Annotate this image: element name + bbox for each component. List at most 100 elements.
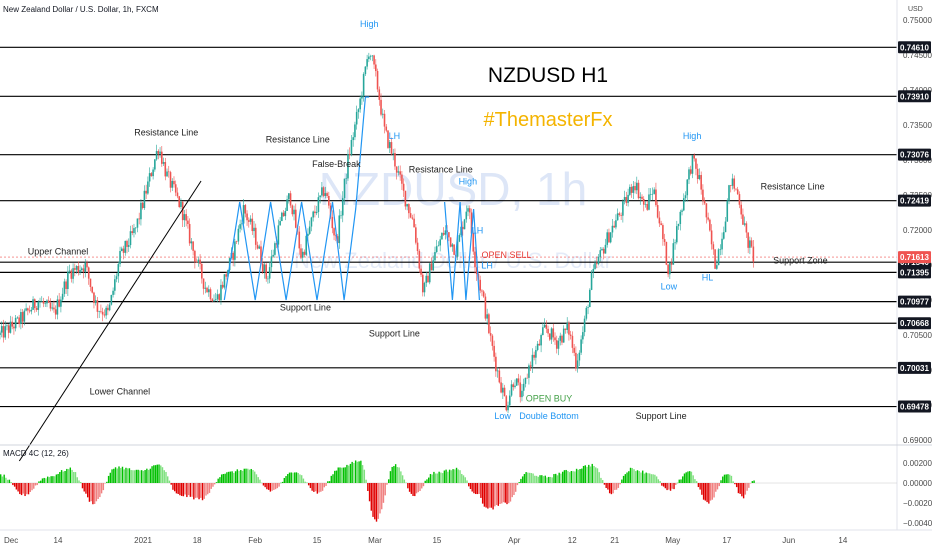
candle-body — [253, 227, 255, 232]
annotation-label: Support Line — [280, 303, 331, 313]
annotation-label: Low — [494, 411, 511, 421]
candle-body — [369, 56, 372, 57]
macd-bar — [97, 483, 99, 499]
time-tick-label: 12 — [568, 536, 577, 545]
candle-body — [696, 168, 699, 180]
price-tag — [898, 90, 931, 103]
macd-bar — [387, 479, 390, 483]
candle-body — [333, 228, 335, 236]
candle-body — [364, 66, 367, 75]
candle-body — [397, 171, 400, 173]
macd-bar — [603, 483, 606, 485]
macd-bar — [127, 468, 129, 483]
candle-body — [441, 233, 443, 240]
candle-body — [321, 187, 323, 196]
macd-bar — [69, 467, 71, 483]
macd-bar — [74, 472, 77, 483]
candle-body — [162, 162, 165, 164]
candle-body — [338, 215, 341, 244]
macd-bar — [654, 474, 656, 483]
candle-body — [437, 245, 440, 247]
macd-bar — [198, 483, 200, 500]
macd-bar — [241, 470, 244, 483]
candle-body — [30, 309, 33, 312]
price-tick-label: 0.75000 — [903, 16, 932, 25]
candle-body — [65, 281, 67, 290]
candle-body — [641, 196, 643, 199]
macd-bar — [715, 483, 717, 492]
annotation-label: Support Zone — [773, 256, 828, 266]
macd-bar — [262, 483, 265, 486]
candle-body — [103, 314, 106, 316]
macd-bar — [461, 473, 463, 483]
candle-body — [207, 289, 210, 293]
candle-body — [682, 198, 685, 211]
candle-body — [28, 310, 31, 312]
macd-bar — [113, 468, 115, 483]
macd-bar — [353, 462, 355, 483]
candle-body — [475, 267, 478, 275]
candle-body — [20, 312, 22, 324]
candle-body — [672, 243, 675, 265]
macd-bar — [727, 474, 729, 483]
candle-body — [642, 198, 645, 205]
macd-bar — [396, 467, 399, 483]
candle-body — [183, 214, 186, 221]
candle-body — [79, 270, 81, 273]
candle-body — [705, 203, 708, 218]
candle-body — [470, 212, 473, 234]
time-tick-label: 18 — [193, 536, 202, 545]
candle-body — [542, 327, 544, 336]
macd-bar — [520, 478, 522, 483]
macd-bar — [313, 483, 315, 492]
macd-bar — [615, 483, 618, 490]
macd-bar — [227, 471, 230, 483]
candle-body — [192, 241, 194, 251]
candle-body — [263, 264, 266, 272]
candle-body — [533, 354, 535, 358]
candle-body — [695, 158, 697, 169]
macd-bar — [135, 469, 138, 483]
price-tag — [898, 361, 931, 374]
macd-bar — [60, 470, 63, 483]
candle-body — [211, 299, 214, 302]
candle-body — [524, 377, 527, 384]
macd-bar — [394, 464, 397, 483]
candle-body — [729, 185, 732, 186]
candle-body — [291, 205, 294, 215]
candle-body — [383, 113, 386, 127]
candle-body — [658, 217, 661, 224]
candle-body — [33, 299, 36, 309]
macd-bar — [591, 463, 593, 483]
macd-bar — [53, 476, 56, 483]
time-tick-label: Apr — [508, 536, 521, 545]
time-tick-label: 21 — [610, 536, 619, 545]
macd-bar — [582, 465, 585, 483]
candle-body — [401, 174, 403, 184]
candle-body — [213, 300, 215, 302]
macd-bar — [671, 483, 673, 489]
candle-body — [112, 290, 114, 295]
symbol-title: New Zealand Dollar / U.S. Dollar, 1h, FX… — [3, 5, 159, 14]
macd-bar — [528, 472, 531, 483]
macd-bar — [48, 477, 51, 483]
macd-bar — [499, 483, 501, 505]
candle-body — [368, 56, 370, 60]
macd-bar — [325, 483, 327, 486]
drawings — [18, 96, 480, 462]
macd-bar — [285, 476, 287, 483]
macd-bar — [307, 483, 310, 486]
candle-body — [140, 202, 142, 220]
candle-body — [188, 223, 191, 244]
macd-bar — [384, 483, 386, 496]
price-tag-label: 0.71613 — [900, 253, 929, 262]
candle-body — [201, 264, 203, 279]
candle-body — [554, 337, 556, 341]
candle-body — [328, 195, 330, 206]
annotation-label: OPEN SELL — [481, 250, 531, 260]
macd-bar — [342, 467, 345, 483]
macd-bar — [518, 482, 520, 483]
macd-bar — [511, 483, 513, 498]
macd-bar — [560, 473, 562, 483]
candle-body — [187, 220, 189, 224]
